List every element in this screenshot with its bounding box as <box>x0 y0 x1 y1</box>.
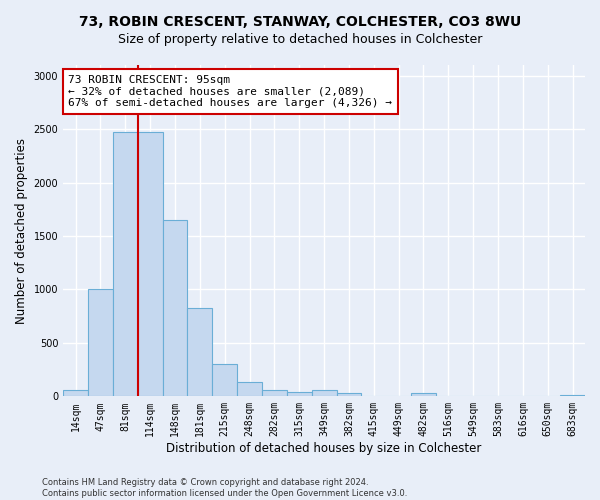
Bar <box>337 393 361 396</box>
Text: 73 ROBIN CRESCENT: 95sqm
← 32% of detached houses are smaller (2,089)
67% of sem: 73 ROBIN CRESCENT: 95sqm ← 32% of detach… <box>68 75 392 108</box>
X-axis label: Distribution of detached houses by size in Colchester: Distribution of detached houses by size … <box>166 442 482 455</box>
Bar <box>411 393 436 396</box>
Bar <box>237 382 262 396</box>
Bar <box>163 220 187 396</box>
Text: Contains HM Land Registry data © Crown copyright and database right 2024.
Contai: Contains HM Land Registry data © Crown c… <box>42 478 407 498</box>
Text: Size of property relative to detached houses in Colchester: Size of property relative to detached ho… <box>118 32 482 46</box>
Bar <box>262 390 287 396</box>
Bar <box>88 290 113 397</box>
Bar <box>138 132 163 396</box>
Bar <box>187 308 212 396</box>
Bar <box>212 364 237 396</box>
Text: 73, ROBIN CRESCENT, STANWAY, COLCHESTER, CO3 8WU: 73, ROBIN CRESCENT, STANWAY, COLCHESTER,… <box>79 15 521 29</box>
Bar <box>287 392 311 396</box>
Bar <box>113 132 138 396</box>
Bar <box>311 390 337 396</box>
Bar <box>63 390 88 396</box>
Y-axis label: Number of detached properties: Number of detached properties <box>15 138 28 324</box>
